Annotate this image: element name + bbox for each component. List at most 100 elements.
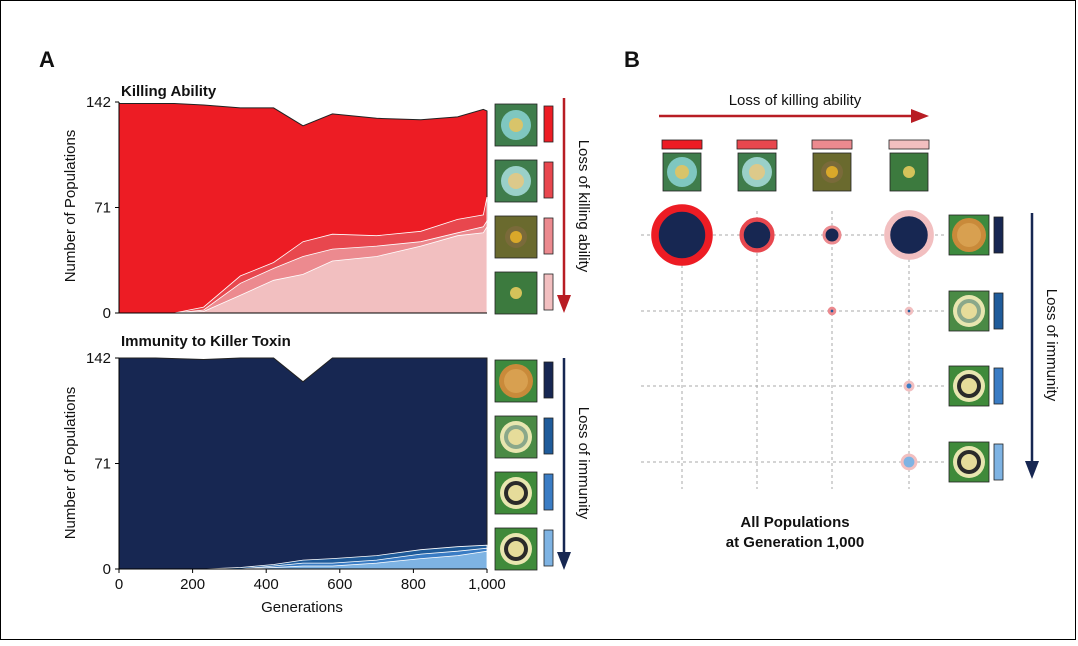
immunity-loss-arrow xyxy=(557,358,571,570)
immunity-thumbnail-0-colony xyxy=(504,369,528,393)
bubble-3-1 xyxy=(904,306,914,316)
killing-swatch-3 xyxy=(543,273,554,311)
loss-killing-side-label: Loss of killing ability xyxy=(575,140,592,273)
column-thumbnail-0 xyxy=(662,152,702,192)
x-axis-label-generations: Generations xyxy=(261,599,343,616)
killing-legend xyxy=(494,103,554,315)
row-swatch-2 xyxy=(993,367,1004,405)
bubble-column-legend xyxy=(661,139,930,192)
immunity-thumbnail-1-colony xyxy=(508,429,524,445)
killing-thumbnail-1-colony xyxy=(508,173,524,189)
immunity-thumbnail-3 xyxy=(494,527,538,571)
immunity-thumbnail-0 xyxy=(494,359,538,403)
immunity-swatch-0 xyxy=(543,361,554,399)
immunity-thumbnail-2-colony xyxy=(508,485,524,501)
killing-thumbnail-2-colony xyxy=(510,231,522,243)
column-swatch-1 xyxy=(736,139,778,150)
immunity-chart-title: Immunity to Killer Toxin xyxy=(121,333,291,350)
caption-line-2: at Generation 1,000 xyxy=(726,534,864,551)
killing-chart-title: Killing Ability xyxy=(121,83,217,100)
column-swatch-2 xyxy=(811,139,853,150)
killing-ytick-label-2: 142 xyxy=(86,94,111,111)
column-thumbnail-3 xyxy=(889,152,929,192)
row-thumbnail-2-colony xyxy=(961,378,977,394)
row-swatch-0 xyxy=(993,216,1004,254)
column-thumbnail-2 xyxy=(812,152,852,192)
panel-b-immunity-arrow xyxy=(1025,213,1039,479)
immunity-ytick-label-2: 142 xyxy=(86,350,111,367)
immunity-swatch-1 xyxy=(543,417,554,455)
bubble-row-legend xyxy=(948,214,1004,483)
bubble-3-2 xyxy=(903,380,915,392)
panel-b-bubble-grid: Loss of killing ability Loss of immunity… xyxy=(641,92,1060,551)
row-thumbnail-2 xyxy=(948,365,990,407)
loss-immunity-right-label: Loss of immunity xyxy=(1043,289,1060,402)
column-thumbnail-2-colony xyxy=(826,166,838,178)
column-swatch-3 xyxy=(888,139,930,150)
killing-thumbnail-1 xyxy=(494,159,538,203)
xtick-label-1: 200 xyxy=(180,576,205,593)
bubble-2-1 xyxy=(827,306,837,316)
immunity-y-axis-label: Number of Populations xyxy=(62,387,79,540)
panel-b-killing-arrow xyxy=(659,109,929,123)
immunity-ytick-label-1: 71 xyxy=(94,456,111,473)
immunity-thumbnail-1 xyxy=(494,415,538,459)
killing-ytick-label-1: 71 xyxy=(94,200,111,217)
row-thumbnail-1 xyxy=(948,290,990,332)
row-swatch-3 xyxy=(993,443,1004,481)
panel-b-letter: B xyxy=(624,47,640,72)
row-swatch-1 xyxy=(993,292,1004,330)
bubble-3-3 xyxy=(900,453,918,471)
killing-y-axis-label: Number of Populations xyxy=(62,130,79,283)
loss-killing-top-label: Loss of killing ability xyxy=(729,92,862,109)
immunity-thumbnail-2 xyxy=(494,471,538,515)
caption-line-1: All Populations xyxy=(740,514,849,531)
immunity-ytick-label-0: 0 xyxy=(103,561,111,578)
killing-thumbnail-0-colony xyxy=(509,118,523,132)
xtick-label-0: 0 xyxy=(115,576,123,593)
immunity-axis-ticks: 0 71 142 0 200 400 600 800 1,000 xyxy=(86,350,506,593)
row-thumbnail-3 xyxy=(948,441,990,483)
immunity-thumbnail-3-colony xyxy=(508,541,524,557)
immunity-chart: Immunity to Killer Toxin 0 71 142 0 200 400 60… xyxy=(62,333,592,616)
killing-swatch-1 xyxy=(543,161,554,199)
killing-ability-chart: Killing Ability 0 71 142 Number of Populat… xyxy=(62,83,592,322)
column-thumbnail-0-colony xyxy=(675,165,689,179)
bubble-2-0 xyxy=(822,225,842,245)
bubble-0-0 xyxy=(651,204,713,266)
bubbles xyxy=(651,204,934,471)
row-thumbnail-0 xyxy=(948,214,990,256)
killing-y-ticks: 0 71 142 xyxy=(86,94,487,322)
immunity-swatch-2 xyxy=(543,473,554,511)
killing-areas xyxy=(118,103,488,314)
xtick-label-2: 400 xyxy=(254,576,279,593)
killing-swatch-2 xyxy=(543,217,554,255)
xtick-label-5: 1,000 xyxy=(468,576,506,593)
bubble-1-0 xyxy=(739,217,775,253)
killing-loss-arrow xyxy=(557,98,571,313)
column-thumbnail-1-colony xyxy=(749,164,765,180)
row-thumbnail-1-colony xyxy=(961,303,977,319)
immunity-swatch-3 xyxy=(543,529,554,567)
killing-thumbnail-3 xyxy=(494,271,538,315)
killing-ytick-label-0: 0 xyxy=(103,305,111,322)
killing-thumbnail-2 xyxy=(494,215,538,259)
loss-immunity-side-label: Loss of immunity xyxy=(575,407,592,520)
immunity-area-series-0 xyxy=(118,357,488,570)
row-thumbnail-0-colony xyxy=(957,223,981,247)
row-thumbnail-3-colony xyxy=(961,454,977,470)
killing-swatch-0 xyxy=(543,105,554,143)
column-thumbnail-3-colony xyxy=(903,166,915,178)
killing-thumbnail-3-colony xyxy=(510,287,522,299)
column-thumbnail-1 xyxy=(737,152,777,192)
xtick-label-4: 800 xyxy=(401,576,426,593)
column-swatch-0 xyxy=(661,139,703,150)
immunity-legend xyxy=(494,359,554,571)
panel-a-letter: A xyxy=(39,47,55,72)
xtick-label-3: 600 xyxy=(327,576,352,593)
killing-thumbnail-0 xyxy=(494,103,538,147)
immunity-areas xyxy=(118,357,488,570)
bubble-3-0 xyxy=(884,210,934,260)
